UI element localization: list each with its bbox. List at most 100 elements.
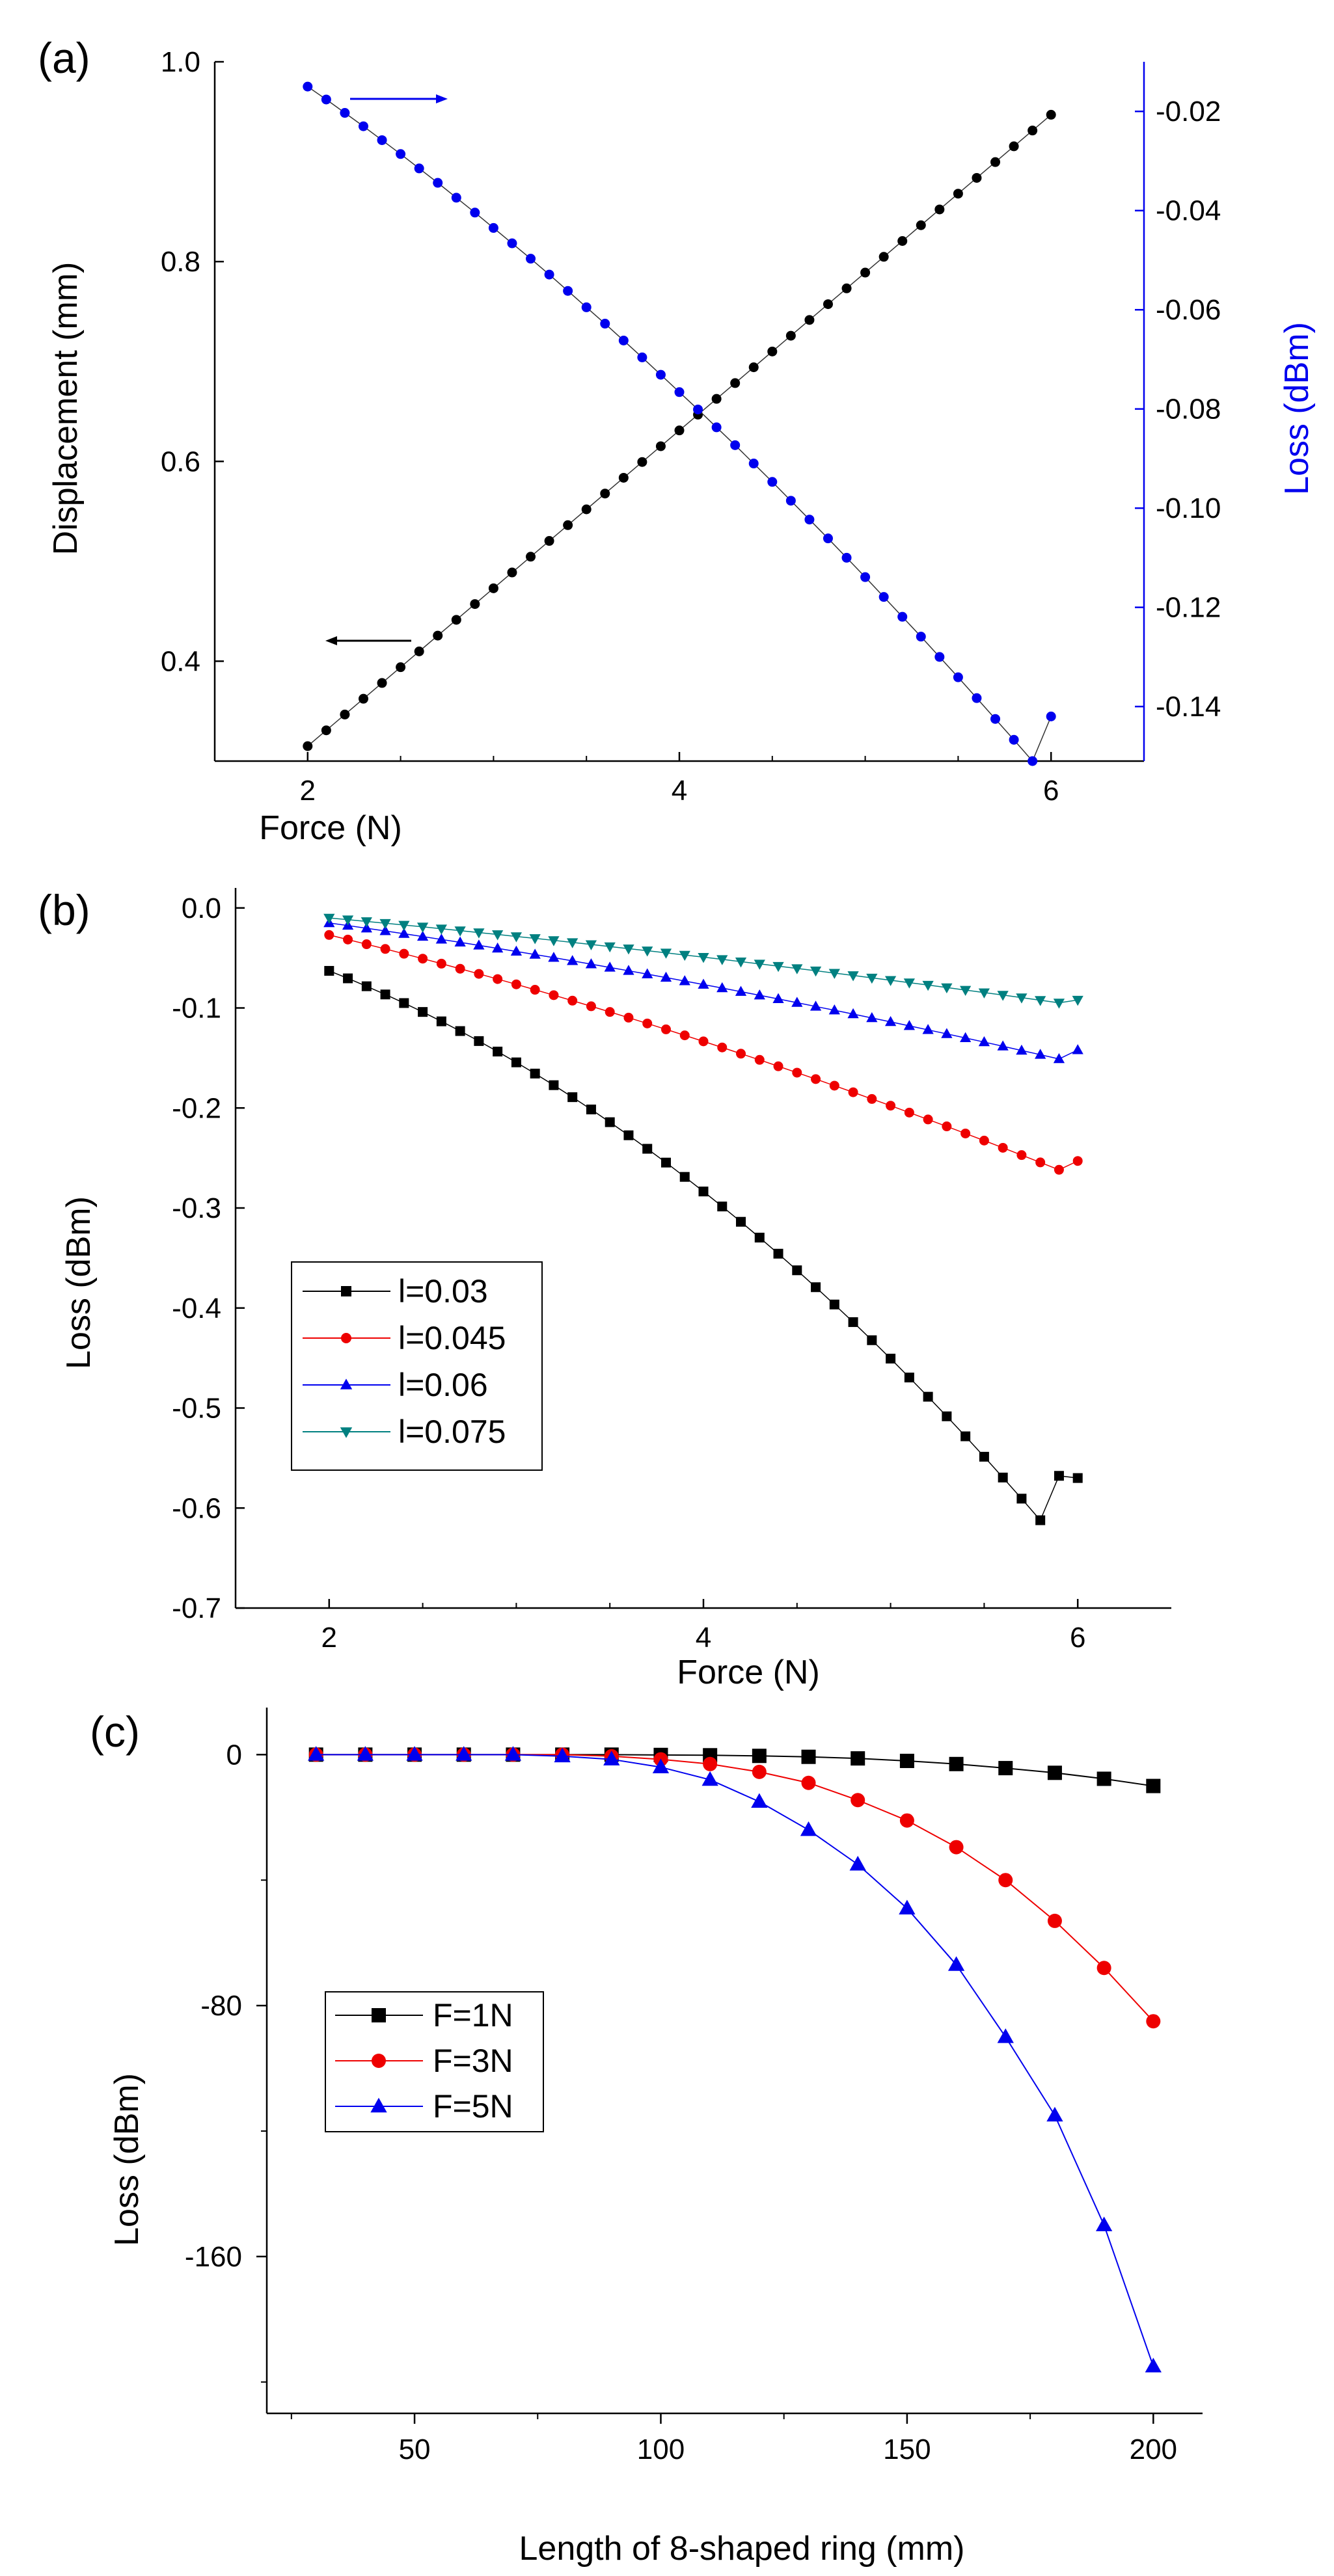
panel-a-point-1 [377, 135, 387, 145]
panel-a-xtick-label: 6 [1043, 775, 1059, 807]
panel-b-point-0 [679, 1172, 690, 1182]
panel-a-point-1 [990, 714, 1001, 724]
panel-b-point-1 [418, 954, 428, 964]
panel-b-point-3 [1035, 996, 1046, 1006]
panel-a-point-0 [526, 552, 536, 562]
panel-b-point-0 [530, 1068, 540, 1079]
panel-b-point-0 [361, 981, 372, 991]
panel-b-point-2 [922, 1024, 934, 1034]
panel-b-point-3 [716, 955, 728, 965]
panel-b-point-2 [604, 961, 616, 972]
panel-a-ytick-label: 0.4 [161, 645, 200, 677]
panel-b-point-2 [492, 942, 504, 953]
panel-b-xtick-label: 4 [696, 1622, 711, 1654]
panel-c-point-1 [752, 1764, 767, 1779]
panel-b-legend-label: l=0.045 [398, 1320, 506, 1356]
panel-a-point-0 [878, 252, 889, 262]
panel-b-point-2 [1072, 1044, 1083, 1054]
panel-b-point-2 [884, 1015, 897, 1026]
panel-b-point-1 [829, 1080, 839, 1091]
panel-b-point-3 [473, 928, 485, 939]
panel-a-point-0 [396, 662, 406, 673]
panel-b-point-2 [847, 1008, 859, 1019]
panel-b-point-2 [529, 948, 541, 959]
panel-c-series-line-1 [316, 1754, 1154, 2022]
panel-b-point-1 [792, 1067, 802, 1078]
panel-a-point-0 [823, 299, 833, 310]
panel-a-point-1 [785, 496, 796, 506]
panel-b-point-0 [998, 1472, 1008, 1483]
panel-b-point-0 [717, 1201, 728, 1212]
panel-a-point-1 [358, 121, 368, 131]
panel-a-point-1 [860, 572, 871, 582]
panel-c-ylabel: Loss (dBm) [108, 2073, 146, 2246]
panel-a-xlabel: Force (N) [259, 809, 402, 847]
panel-b-ytick-label: 0.0 [182, 892, 221, 924]
panel-b-point-1 [736, 1049, 746, 1059]
panel-b-point-0 [867, 1335, 877, 1345]
panel-b-point-1 [754, 1054, 765, 1065]
panel-b-point-1 [923, 1114, 933, 1125]
panel-b-point-0 [605, 1117, 615, 1127]
panel-c-point-0 [851, 1751, 865, 1766]
panel-b-point-1 [567, 995, 578, 1006]
panel-a-point-1 [433, 178, 443, 188]
panel-a-point-0 [414, 646, 424, 656]
panel-b-point-1 [979, 1135, 989, 1146]
panel-b-xtick-label: 2 [321, 1622, 337, 1654]
panel-b-xtick-label: 6 [1070, 1622, 1085, 1654]
panel-b-point-3 [960, 986, 972, 996]
panel-c-point-2 [1145, 2357, 1162, 2373]
panel-b-point-1 [1072, 1156, 1083, 1166]
panel-b-point-0 [848, 1317, 858, 1327]
panel-b-point-0 [436, 1016, 446, 1026]
panel-a-point-0 [433, 630, 443, 641]
panel-b-point-2 [585, 958, 597, 969]
panel-b-point-3 [379, 919, 391, 930]
panel-b-point-2 [416, 930, 429, 941]
panel-a-point-1 [693, 404, 703, 414]
panel-b-point-1 [493, 974, 503, 984]
panel-c-point-2 [899, 1899, 916, 1914]
panel-c-xlabel: Length of 8-shaped ring (mm) [519, 2530, 964, 2568]
panel-b-point-1 [1054, 1164, 1064, 1175]
panel-b-point-1 [811, 1074, 821, 1084]
panel-c-point-2 [800, 1821, 817, 1836]
panel-c-point-1 [1146, 2014, 1161, 2029]
panel-a-point-0 [841, 283, 852, 293]
panel-c-ytick-label: -80 [200, 1990, 242, 2022]
panel-a-point-1 [823, 533, 833, 544]
panel-c-point-2 [701, 1771, 718, 1786]
panel-b-point-2 [398, 928, 410, 938]
panel-b-point-3 [529, 934, 541, 945]
panel-b-point-0 [586, 1105, 596, 1115]
panel-b-point-2 [698, 978, 709, 989]
panel-a-point-1 [470, 208, 480, 218]
panel-b-point-1 [1035, 1157, 1046, 1168]
panel-a-point-0 [1046, 109, 1056, 120]
panel-b-point-3 [922, 980, 934, 991]
panel-a-point-0 [544, 536, 554, 546]
panel-c-point-1 [998, 1873, 1013, 1888]
panel-b-point-3 [323, 913, 335, 924]
panel-a-plot: 2 4 6 0.4 0.6 0.8 1.0 -0.02 -0.04 -0.06 -0.08 -0.10… [161, 46, 1221, 807]
panel-b-plot: 2 4 6 0.0 -0.1 -0.2 -0.3 -0.4 -0.5 -0.6 -0.7 [172, 888, 1171, 1654]
panel-b-point-1 [867, 1093, 877, 1104]
panel-c-xtick-label: 100 [637, 2434, 685, 2465]
panel-a-point-0 [451, 615, 461, 625]
panel-b-point-2 [1035, 1049, 1046, 1059]
panel-a-point-1 [953, 672, 963, 682]
panel-a-point-1 [321, 94, 331, 105]
panel-c-series-line-2 [316, 1754, 1154, 2367]
panel-c-point-2 [504, 1746, 522, 1761]
panel-b-point-1 [698, 1036, 709, 1047]
panel-a-point-0 [972, 172, 982, 183]
panel-b-point-2 [960, 1032, 972, 1042]
panel-b-ytick-label: -0.4 [172, 1293, 221, 1324]
panel-c-plot: 50 100 150 200 0 -80 -160 [185, 1708, 1203, 2465]
panel-b-point-1 [399, 948, 409, 959]
panel-a-point-0 [767, 346, 778, 356]
panel-a-ytick-label: 1.0 [161, 46, 200, 78]
panel-b-point-3 [492, 930, 504, 941]
panel-b-point-0 [493, 1047, 503, 1057]
